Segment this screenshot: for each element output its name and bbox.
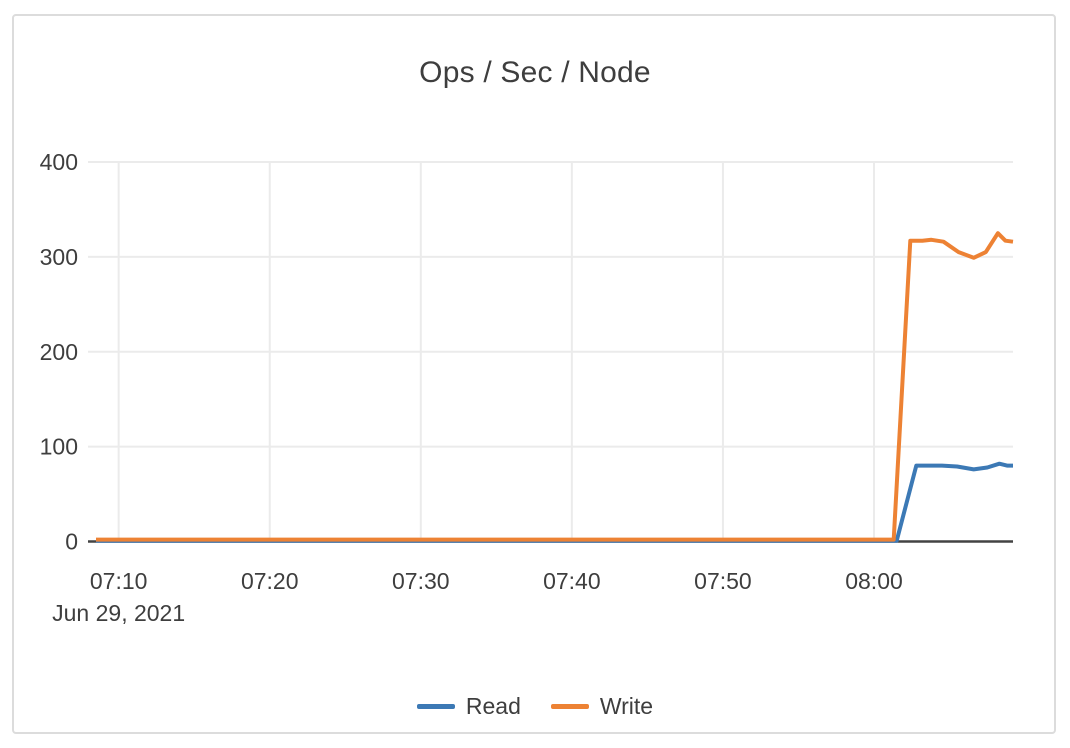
y-tick-label: 300: [40, 244, 78, 270]
series-read-line: [96, 461, 1013, 543]
x-tick-label: 07:20: [241, 568, 299, 594]
x-tick-label: 07:50: [694, 568, 752, 594]
chart-panel: [12, 14, 1056, 734]
x-tick-label: 07:30: [392, 568, 450, 594]
read-series-swatch: [416, 704, 455, 709]
legend-item-read[interactable]: Read: [416, 693, 521, 720]
chart-title: Ops / Sec / Node: [419, 56, 651, 89]
x-tick-label: 07:10: [90, 568, 148, 594]
legend: Read Write: [0, 693, 1070, 720]
y-tick-label: 0: [65, 529, 78, 555]
y-tick-label: 200: [40, 339, 78, 365]
legend-label-write: Write: [599, 693, 654, 719]
y-tick-label: 100: [40, 434, 78, 460]
x-axis-date-label: Jun 29, 2021: [52, 600, 185, 626]
x-tick-label: 07:40: [543, 568, 601, 594]
x-tick-label: 08:00: [845, 568, 903, 594]
legend-label-read: Read: [465, 693, 521, 719]
legend-item-write[interactable]: Write: [550, 693, 654, 720]
write-series-swatch: [550, 704, 589, 709]
y-tick-label: 400: [40, 149, 78, 175]
series-write-line: [96, 231, 1014, 542]
